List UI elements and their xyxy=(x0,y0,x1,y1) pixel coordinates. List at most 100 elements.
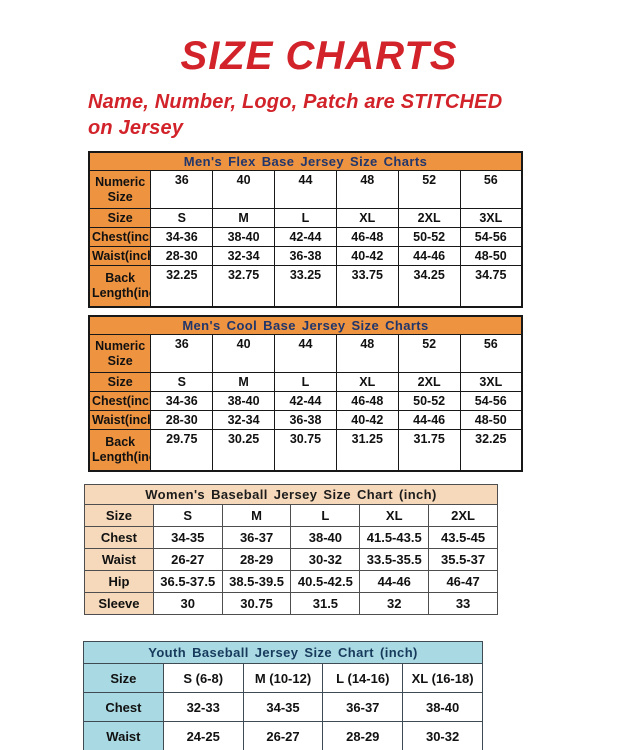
row-label: Back Length(inch) xyxy=(88,429,152,472)
page-title: SIZE CHARTS xyxy=(180,34,458,78)
size-cell: 36-37 xyxy=(221,526,292,549)
table-title-row: Women's Baseball Jersey Size Chart (inch… xyxy=(84,484,498,505)
size-cell: 31.5 xyxy=(290,592,361,615)
size-cell: 30.75 xyxy=(274,429,337,472)
size-cell: 26-27 xyxy=(242,721,324,750)
size-cell: 34-36 xyxy=(150,391,214,411)
size-table-mens-cool-base: Men's Cool Base Jersey Size Charts Numeri… xyxy=(88,315,523,472)
size-cell: M xyxy=(212,372,276,392)
size-cell: 40-42 xyxy=(335,246,399,266)
size-cell: 40.5-42.5 xyxy=(290,570,361,593)
size-cell: 2XL xyxy=(397,208,461,228)
row-label: Hip xyxy=(84,570,154,593)
row-label: Numeric Size xyxy=(88,334,152,373)
table-row: Waist(inch)28-3032-3436-3840-4244-4648-5… xyxy=(88,410,523,430)
size-table-womens-baseball: Women's Baseball Jersey Size Chart (inch… xyxy=(84,484,498,615)
size-cell: 48 xyxy=(335,170,399,209)
table-title-row: Men's Cool Base Jersey Size Charts xyxy=(88,315,523,335)
size-cell: 44 xyxy=(274,170,337,209)
row-label: Size xyxy=(83,663,164,693)
size-cell: 38-40 xyxy=(402,692,483,722)
size-cell: 40 xyxy=(212,170,276,209)
row-label: Waist(inch) xyxy=(88,246,152,266)
row-label: Chest(inch) xyxy=(88,391,152,411)
size-cell: 33 xyxy=(428,592,498,615)
size-cell: 41.5-43.5 xyxy=(359,526,430,549)
table-row: Back Length(inch)29.7530.2530.7531.2531.… xyxy=(88,429,523,472)
size-cell: M xyxy=(212,208,276,228)
table-row: Numeric Size 36 40 44 48 52 56 xyxy=(88,170,523,209)
size-cell: L (14-16) xyxy=(322,663,404,693)
size-cell: 32.25 xyxy=(459,429,523,472)
size-cell: XL (16-18) xyxy=(402,663,483,693)
row-label: Size xyxy=(88,208,152,228)
size-cell: 50-52 xyxy=(397,227,461,247)
row-label: Numeric Size xyxy=(88,170,152,209)
size-cell: XL xyxy=(359,504,430,527)
size-cell: 33.5-35.5 xyxy=(359,548,430,571)
size-cell: 40 xyxy=(212,334,276,373)
size-cell: 30.25 xyxy=(212,429,276,472)
size-cell: 30.75 xyxy=(221,592,292,615)
size-cell: 38.5-39.5 xyxy=(221,570,292,593)
size-cell: 56 xyxy=(459,170,523,209)
size-cell: 38-40 xyxy=(290,526,361,549)
size-cell: 33.25 xyxy=(274,265,337,308)
size-cell: 56 xyxy=(459,334,523,373)
table-title: Men's Flex Base Jersey Size Charts xyxy=(88,151,523,171)
table-row: Chest 32-33 34-35 36-37 38-40 xyxy=(83,692,483,722)
size-cell: 46-48 xyxy=(335,227,399,247)
size-cell: 34.25 xyxy=(397,265,461,308)
table-row: Chest 34-35 36-37 38-40 41.5-43.5 43.5-45 xyxy=(84,526,498,549)
table-row: Size S M L XL 2XL 3XL xyxy=(88,208,523,228)
size-cell: 36 xyxy=(150,170,214,209)
size-cell: 35.5-37 xyxy=(428,548,498,571)
size-cell: 38-40 xyxy=(212,391,276,411)
table-title-row: Youth Baseball Jersey Size Chart (inch) xyxy=(83,641,483,664)
row-label: Sleeve xyxy=(84,592,154,615)
size-cell: 44 xyxy=(274,334,337,373)
size-cell: 52 xyxy=(397,334,461,373)
size-cell: 42-44 xyxy=(274,391,337,411)
table-row: Back Length(inch)32.2532.7533.2533.7534.… xyxy=(88,265,523,308)
size-cell: 3XL xyxy=(459,208,523,228)
table-row: Size S M L XL 2XL xyxy=(84,504,498,527)
size-cell: 34-36 xyxy=(150,227,214,247)
size-cell: 50-52 xyxy=(397,391,461,411)
size-table-mens-flex-base: Men's Flex Base Jersey Size Charts Numeri… xyxy=(88,151,523,308)
row-label: Waist xyxy=(84,548,154,571)
size-cell: 32-34 xyxy=(212,410,276,430)
size-cell: 2XL xyxy=(428,504,498,527)
size-cell: 34-35 xyxy=(242,692,324,722)
size-cell: XL xyxy=(335,372,399,392)
row-label: Chest(inch) xyxy=(88,227,152,247)
table-row: Waist 24-25 26-27 28-29 30-32 xyxy=(83,721,483,750)
table-row: Size S (6-8) M (10-12) L (14-16) XL (16-18) xyxy=(83,663,483,693)
size-cell: M xyxy=(221,504,292,527)
size-cell: 44-46 xyxy=(359,570,430,593)
size-cell: 33.75 xyxy=(335,265,399,308)
size-cell: 36-38 xyxy=(274,410,337,430)
size-cell: 52 xyxy=(397,170,461,209)
size-cell: 40-42 xyxy=(335,410,399,430)
size-cell: L xyxy=(290,504,361,527)
size-cell: 34.75 xyxy=(459,265,523,308)
size-cell: 46-47 xyxy=(428,570,498,593)
size-cell: 54-56 xyxy=(459,227,523,247)
size-cell: M (10-12) xyxy=(242,663,324,693)
size-cell: 31.25 xyxy=(335,429,399,472)
row-label: Size xyxy=(88,372,152,392)
table-row: Numeric Size 36 40 44 48 52 56 xyxy=(88,334,523,373)
row-label: Waist(inch) xyxy=(88,410,152,430)
table-title: Youth Baseball Jersey Size Chart (inch) xyxy=(83,641,483,664)
size-cell: 30-32 xyxy=(402,721,483,750)
size-cell: S xyxy=(150,372,214,392)
size-cell: 30 xyxy=(152,592,223,615)
page-subtitle: Name, Number, Logo, Patch are STITCHED o… xyxy=(88,91,503,139)
size-cell: 28-30 xyxy=(150,246,214,266)
table-row: Chest(inch)34-3638-4042-4446-4850-5254-5… xyxy=(88,391,523,411)
size-cell: 34-35 xyxy=(152,526,223,549)
size-cell: 31.75 xyxy=(397,429,461,472)
size-cell: 29.75 xyxy=(150,429,214,472)
